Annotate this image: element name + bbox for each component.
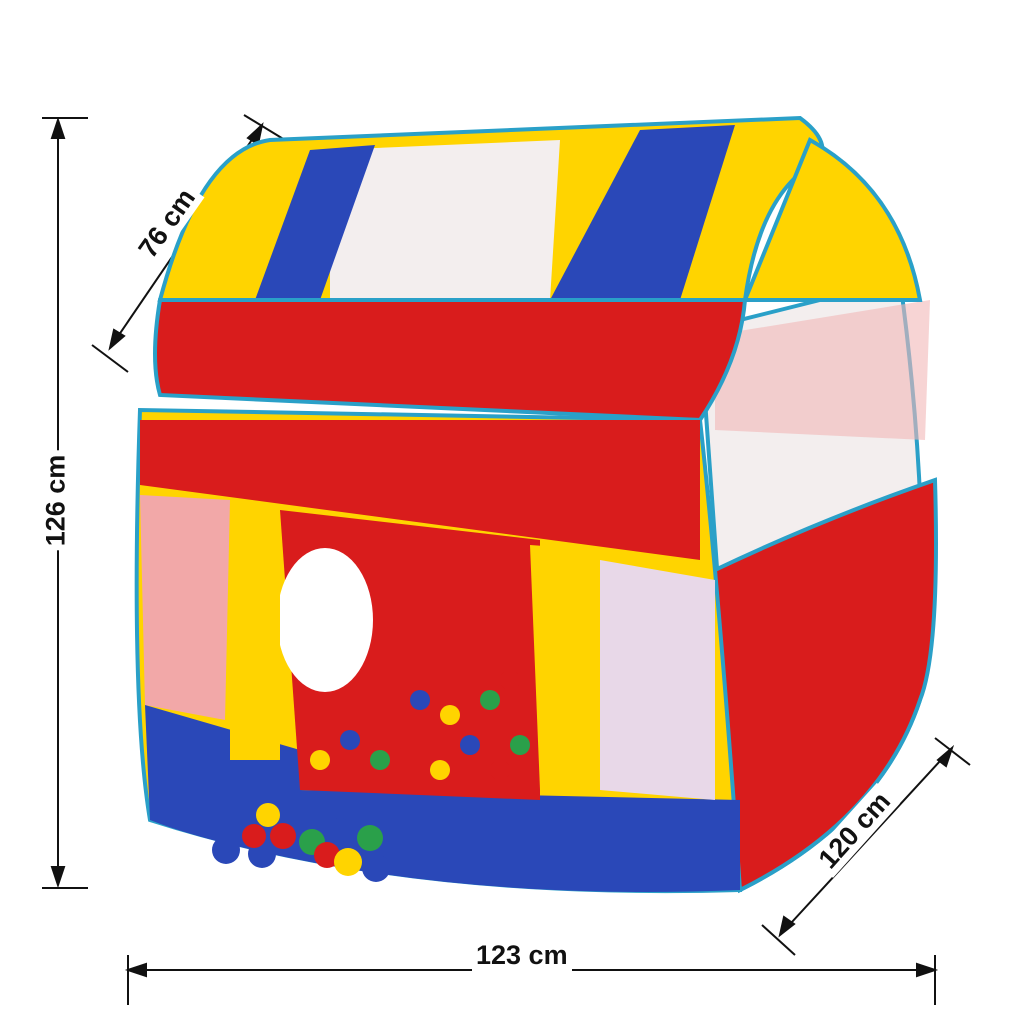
width-label: 123 cm <box>472 940 572 971</box>
dimension-lines <box>42 114 971 1005</box>
tent <box>134 115 938 894</box>
height-label: 126 cm <box>40 450 72 551</box>
play-balls <box>212 670 530 882</box>
